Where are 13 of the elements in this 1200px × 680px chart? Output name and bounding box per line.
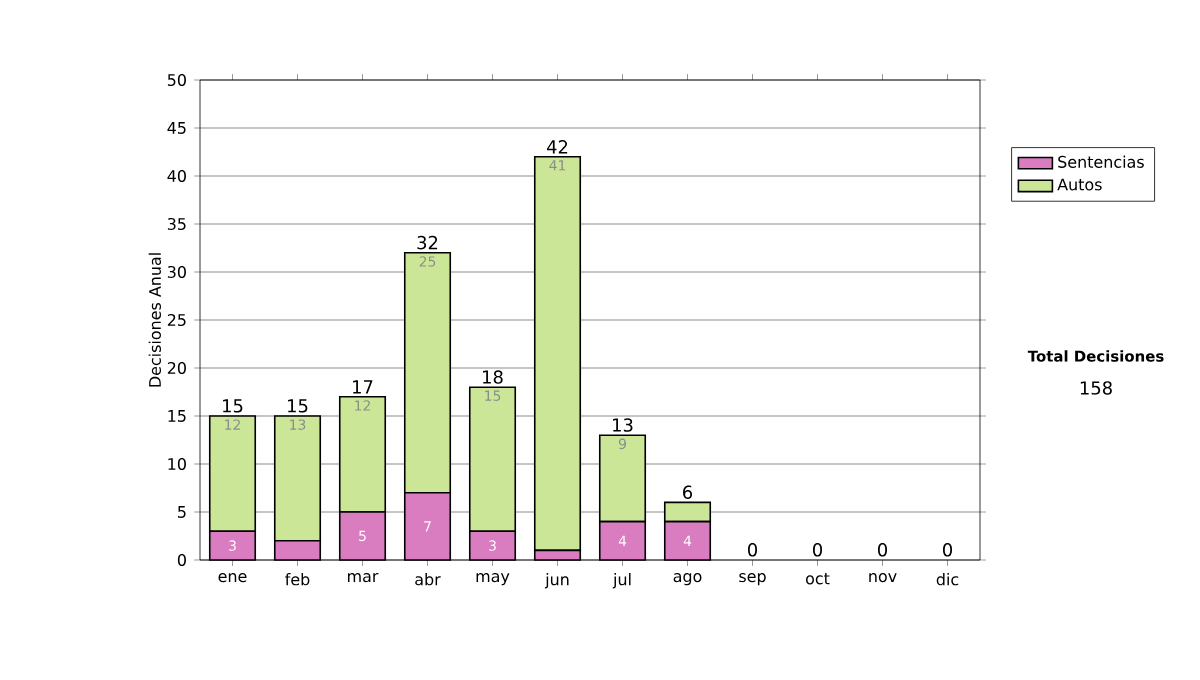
total-label: 17 [353,380,373,394]
total-label: 0 [942,543,953,557]
total-label: 18 [483,370,503,384]
total-label: 15 [223,399,243,413]
total-label: 15 [288,399,308,413]
text: 158 [1080,381,1112,395]
total-label: 32 [417,235,438,250]
total-label: 42 [546,140,568,154]
total-label: 0 [877,543,888,557]
total-label: 6 [683,485,693,500]
total-label: 13 [613,418,633,432]
total-label: 0 [812,543,823,557]
total-label: 0 [747,543,758,557]
